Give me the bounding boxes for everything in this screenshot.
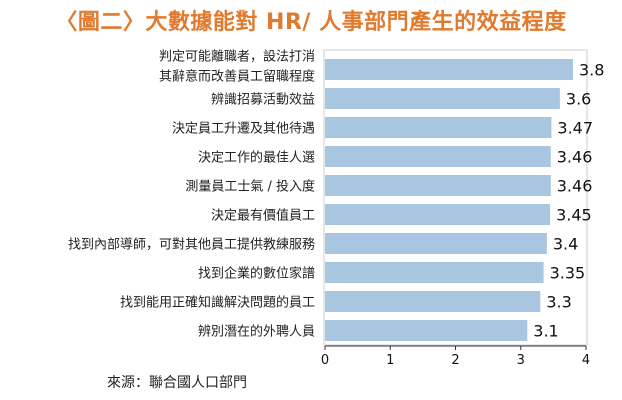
value-label-5: 3.45 bbox=[556, 206, 592, 225]
x-tick-label-3: 3 bbox=[517, 353, 525, 368]
value-label-8: 3.3 bbox=[546, 293, 571, 312]
x-tick-label-1: 1 bbox=[386, 353, 394, 368]
value-labels-group: 3.8 3.6 3.47 3.46 3.46 3.45 3.4 3.35 3.3 3.1 bbox=[533, 61, 604, 341]
value-label-3: 3.46 bbox=[557, 148, 593, 167]
bar-1 bbox=[325, 88, 560, 109]
value-label-1: 3.6 bbox=[566, 90, 591, 109]
x-tick-label-4: 4 bbox=[582, 353, 590, 368]
bar-5 bbox=[325, 204, 551, 225]
category-label-3: 決定工作的最佳人選 bbox=[198, 150, 315, 166]
bar-0 bbox=[325, 59, 573, 80]
x-tick-label-0: 0 bbox=[321, 353, 329, 368]
category-label-2: 決定員工升遷及其他待遇 bbox=[172, 122, 315, 137]
bar-8 bbox=[325, 291, 541, 312]
category-label-7: 找到企業的數位家譜 bbox=[198, 266, 315, 282]
category-label-5: 決定最有價值員工 bbox=[211, 208, 315, 224]
category-label-8: 找到能用正確知識解決問題的員工 bbox=[120, 295, 315, 311]
value-label-4: 3.46 bbox=[557, 177, 593, 196]
category-label-9: 辨別潛在的外聘人員 bbox=[198, 324, 315, 340]
x-tick-label-2: 2 bbox=[451, 353, 459, 368]
chart-title: 〈圖二〉大數據能對 HR/ 人事部門產生的效益程度 bbox=[55, 10, 567, 35]
bar-4 bbox=[325, 175, 551, 196]
category-label-1: 辨識招募活動效益 bbox=[211, 93, 315, 108]
category-label-0: 判定可能離職者，設法打消其辭意而改善員工留職程度 bbox=[159, 49, 315, 85]
value-label-7: 3.35 bbox=[550, 264, 586, 283]
value-label-9: 3.1 bbox=[533, 322, 558, 341]
x-axis: 0 1 2 3 4 bbox=[321, 345, 590, 368]
bar-2 bbox=[325, 117, 552, 138]
category-label-6: 找到內部導師，可對其他員工提供教練服務 bbox=[68, 237, 315, 253]
bar-7 bbox=[325, 262, 544, 283]
category-label-4: 測量員工士氣 / 投入度 bbox=[185, 179, 315, 195]
value-label-2: 3.47 bbox=[557, 119, 593, 138]
source-note: 來源：聯合國人口部門 bbox=[107, 375, 247, 391]
bar-6 bbox=[325, 233, 547, 254]
bars-group bbox=[325, 59, 573, 341]
bar-9 bbox=[325, 320, 528, 341]
value-label-0: 3.8 bbox=[579, 61, 604, 80]
value-label-6: 3.4 bbox=[553, 235, 578, 254]
category-labels-group: 判定可能離職者，設法打消其辭意而改善員工留職程度辨識招募活動效益決定員工升遷及其… bbox=[68, 49, 315, 340]
bar-3 bbox=[325, 146, 551, 167]
